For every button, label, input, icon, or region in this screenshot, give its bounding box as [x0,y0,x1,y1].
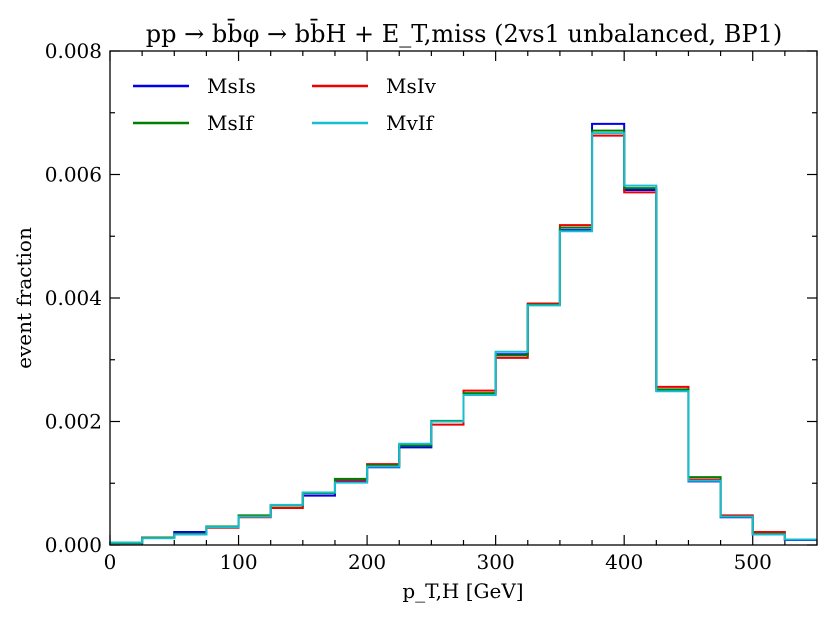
x-tick-label: 300 [477,550,515,574]
x-tick-label: 0 [104,550,117,574]
y-tick-label: 0.008 [45,39,102,63]
x-tick-label: 200 [348,550,386,574]
series-line-msiv [109,134,817,545]
y-tick-label: 0.002 [45,410,102,434]
y-tick-label: 0.000 [45,533,102,557]
x-axis-label: p_T,H [GeV] [402,579,523,603]
chart-title: pp → bb̄φ → bb̄H + E_T,miss (2vs1 unbala… [146,19,782,48]
plot-frame [109,50,818,546]
legend-label-mvif: MvIf [386,111,435,135]
legend-label-msif: MsIf [207,111,255,135]
y-tick-label: 0.006 [45,163,102,187]
legend-label-msiv: MsIv [386,74,437,98]
axis-tick-labels: 0 100 200 300 400 500 0.000 0.002 0.004 0.006 0.00… [45,39,772,574]
y-axis-label: event fraction [12,227,36,369]
x-tick-label: 100 [219,550,257,574]
series-line-msif [109,129,817,545]
legend-label-msis: MsIs [207,74,256,98]
x-tick-label: 400 [605,550,643,574]
x-tick-label: 500 [734,550,772,574]
series-line-mvif [109,132,817,545]
y-tick-label: 0.004 [45,286,102,310]
series-layer [109,122,817,545]
legend: MsIs MsIv MsIf MvIf [133,74,437,135]
series-line-msis [109,122,817,545]
